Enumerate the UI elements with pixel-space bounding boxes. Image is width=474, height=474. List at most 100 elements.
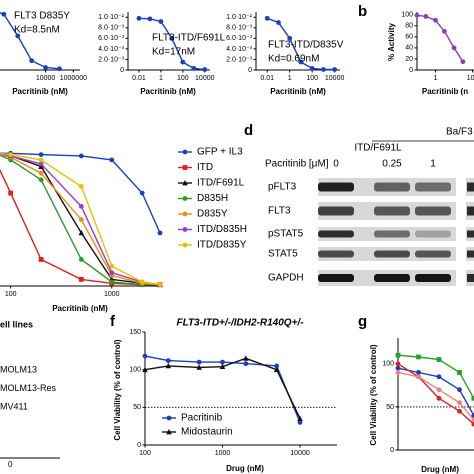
legend-label: GFP + IL3 <box>197 147 243 158</box>
x-tick-label: 100 <box>177 75 189 82</box>
marker <box>220 359 225 365</box>
x-tick-label: 100 <box>306 75 318 82</box>
marker <box>157 230 163 236</box>
y-tick-label: 2.0·10⁻³ <box>226 56 253 63</box>
band <box>374 206 410 216</box>
y-tick-label: 0 <box>409 67 413 74</box>
marker <box>15 33 21 39</box>
marker <box>57 66 62 72</box>
marker <box>471 417 474 423</box>
legend-marker <box>182 180 188 186</box>
marker <box>321 67 326 72</box>
y-axis-label: Cell Viability (% of control) <box>369 344 378 446</box>
y-tick-label: 50 <box>386 404 394 411</box>
blot-header: Ba/F3 <box>446 127 473 138</box>
dose-label: Pacritinib [μM] <box>265 159 329 170</box>
y-tick-label: 4.0·10⁻³ <box>226 46 253 53</box>
x-tick-label: 10000 <box>325 75 345 82</box>
x-tick-label: 0.01 <box>260 75 274 82</box>
marker <box>38 257 44 262</box>
marker <box>147 16 153 22</box>
band <box>415 274 451 282</box>
row-label: pFLT3 <box>268 182 297 193</box>
legend-label: D835H <box>197 193 228 204</box>
legend-marker <box>182 211 188 217</box>
marker <box>457 408 462 414</box>
marker <box>309 66 315 71</box>
marker <box>451 45 457 51</box>
marker <box>219 363 226 370</box>
x-tick-label: 1 <box>434 75 438 82</box>
row-label: STAT5 <box>268 249 298 260</box>
series-line <box>0 168 160 286</box>
blot-group: ITD/F691L <box>354 143 402 154</box>
band <box>318 182 354 192</box>
legend-label: ITD/D835Y <box>197 240 247 251</box>
panel-label: g <box>358 313 367 330</box>
marker <box>38 161 44 167</box>
marker <box>38 152 44 158</box>
annotation: FLT3 D835Y <box>14 11 70 22</box>
legend-marker <box>166 429 172 435</box>
x-tick-label: 100 <box>5 291 17 298</box>
y-tick-label: 1.0·10⁻² <box>226 14 253 21</box>
y-tick-label: 0 <box>137 442 141 449</box>
band <box>467 206 474 216</box>
band <box>318 274 354 282</box>
marker <box>165 358 171 364</box>
marker <box>460 59 466 65</box>
marker <box>395 370 401 375</box>
y-tick-label: 0 <box>120 67 124 74</box>
legend-marker <box>182 227 188 232</box>
marker <box>423 14 429 19</box>
marker <box>395 361 401 367</box>
x-axis-label: Drug (nM) <box>421 465 459 474</box>
annotation: Kd=0.69nM <box>268 54 319 65</box>
band <box>467 182 474 192</box>
x-tick-label: 100 <box>467 75 474 82</box>
x-tick-label: 10000 <box>195 75 215 82</box>
marker <box>43 65 48 70</box>
marker <box>180 59 186 65</box>
marker <box>416 370 421 375</box>
marker <box>78 229 85 236</box>
marker <box>202 67 208 72</box>
annotation: FLT3-ITD/D835V <box>268 40 344 51</box>
marker <box>457 400 462 406</box>
row-label: FLT3 <box>268 206 291 217</box>
marker <box>8 190 14 196</box>
dose: 0.25 <box>382 159 402 170</box>
marker <box>139 190 145 196</box>
y-tick-label: 60 <box>405 34 413 41</box>
marker <box>109 157 115 163</box>
marker <box>273 366 280 373</box>
marker <box>136 15 142 21</box>
y-axis-label: % Activity <box>387 22 396 60</box>
marker <box>29 58 35 64</box>
y-tick-label: 50 <box>133 404 141 411</box>
marker <box>276 20 281 25</box>
marker <box>471 421 474 427</box>
panel-label: b <box>358 3 367 20</box>
x-tick-label: 1000 <box>215 450 231 457</box>
panel-label: f <box>110 313 116 330</box>
x-tick-label: 1000000 <box>60 75 87 82</box>
marker <box>142 353 148 359</box>
marker <box>157 282 163 288</box>
row-label: pSTAT5 <box>268 229 304 240</box>
legend-label: D835Y <box>197 209 228 220</box>
y-tick-label: 0 <box>390 447 394 454</box>
x-axis-label: Pacritinib (nM) <box>12 87 68 96</box>
band <box>415 230 451 238</box>
band <box>467 230 474 238</box>
band <box>318 206 354 216</box>
marker <box>165 362 172 369</box>
y-tick-label: 2.0·10⁻³ <box>98 56 125 63</box>
marker <box>109 279 115 285</box>
series-line <box>138 17 205 71</box>
marker <box>436 374 442 380</box>
marker <box>457 370 462 375</box>
y-tick-label: 6.0·10⁻³ <box>226 35 253 42</box>
x-tick-label: 100 <box>139 450 151 457</box>
marker <box>78 276 84 282</box>
